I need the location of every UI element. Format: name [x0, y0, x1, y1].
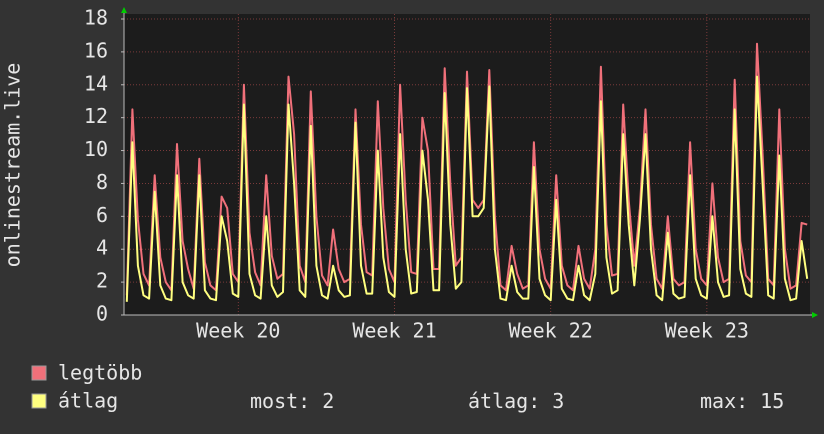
- legend-swatch: [31, 393, 47, 409]
- axis-arrow: [812, 312, 818, 318]
- y-tick-label: 4: [96, 236, 108, 260]
- y-axis-label: onlinestream.live: [1, 63, 25, 268]
- stat-label: most:: [250, 389, 310, 413]
- stat-value: 15: [760, 389, 784, 413]
- legend-label: legtöbb: [58, 361, 142, 385]
- y-tick-label: 0: [96, 302, 108, 326]
- series-line: [125, 75, 809, 302]
- axis-arrow: [121, 7, 127, 13]
- y-tick-label: 16: [84, 38, 108, 62]
- y-tick-label: 6: [96, 203, 108, 227]
- y-tick-label: 12: [84, 104, 108, 128]
- x-tick-label: Week 22: [509, 319, 593, 343]
- y-tick-label: 2: [96, 269, 108, 293]
- y-tick-label: 8: [96, 170, 108, 194]
- stat: átlag: 3: [468, 389, 564, 413]
- x-tick-label: Week 23: [665, 319, 749, 343]
- stat-value: 2: [322, 389, 334, 413]
- y-tick-label: 10: [84, 137, 108, 161]
- stat-value: 3: [552, 389, 564, 413]
- legend-label: átlag: [58, 389, 118, 413]
- stat-label: átlag:: [468, 389, 540, 413]
- stat: max: 15: [700, 389, 784, 413]
- legend-swatch: [31, 365, 47, 381]
- stat: most: 2: [250, 389, 334, 413]
- x-tick-label: Week 21: [352, 319, 436, 343]
- y-tick-label: 14: [84, 71, 108, 95]
- stat-label: max:: [700, 389, 748, 413]
- y-tick-label: 18: [84, 6, 108, 30]
- x-tick-label: Week 20: [196, 319, 280, 343]
